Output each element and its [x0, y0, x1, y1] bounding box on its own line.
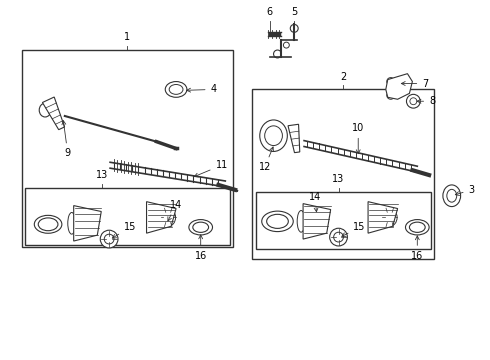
Text: 5: 5 — [291, 6, 297, 17]
Circle shape — [410, 98, 417, 105]
Ellipse shape — [267, 214, 288, 228]
Polygon shape — [288, 124, 300, 153]
Ellipse shape — [410, 222, 425, 232]
Text: 3: 3 — [455, 185, 475, 195]
Text: 16: 16 — [195, 235, 207, 261]
Text: 1: 1 — [124, 32, 130, 42]
Text: 16: 16 — [411, 236, 423, 261]
Circle shape — [100, 230, 118, 248]
Ellipse shape — [193, 222, 209, 232]
Polygon shape — [303, 204, 331, 239]
Text: 14: 14 — [309, 192, 321, 212]
Polygon shape — [368, 202, 397, 233]
Bar — [25, 188, 230, 245]
Ellipse shape — [262, 211, 293, 231]
Text: 13: 13 — [96, 170, 108, 180]
Text: 11: 11 — [194, 160, 228, 177]
Polygon shape — [386, 74, 413, 99]
Circle shape — [283, 42, 289, 48]
Circle shape — [104, 234, 114, 244]
Bar — [252, 89, 434, 259]
Ellipse shape — [406, 220, 429, 235]
Text: 13: 13 — [332, 174, 344, 184]
Polygon shape — [147, 202, 176, 233]
Text: 8: 8 — [417, 96, 435, 106]
Circle shape — [407, 94, 420, 108]
Circle shape — [387, 91, 394, 99]
Ellipse shape — [38, 218, 58, 231]
Bar — [256, 192, 431, 249]
Text: 15: 15 — [112, 222, 136, 238]
Circle shape — [387, 78, 394, 85]
Ellipse shape — [169, 85, 183, 94]
Ellipse shape — [447, 189, 457, 202]
Ellipse shape — [68, 212, 75, 234]
Ellipse shape — [189, 220, 213, 235]
Circle shape — [330, 228, 347, 246]
Polygon shape — [43, 97, 65, 130]
Ellipse shape — [297, 211, 305, 232]
Circle shape — [334, 232, 343, 242]
Ellipse shape — [260, 120, 287, 152]
Text: 7: 7 — [401, 78, 428, 89]
Ellipse shape — [34, 215, 62, 233]
Ellipse shape — [161, 208, 175, 226]
Ellipse shape — [39, 103, 51, 117]
Ellipse shape — [265, 126, 282, 145]
Text: 4: 4 — [187, 84, 217, 94]
Circle shape — [290, 24, 298, 32]
Ellipse shape — [165, 82, 187, 97]
Text: 10: 10 — [352, 123, 365, 154]
Text: 14: 14 — [168, 199, 182, 221]
Bar — [22, 50, 233, 247]
Text: 6: 6 — [267, 6, 272, 17]
Text: 15: 15 — [342, 222, 366, 237]
Polygon shape — [74, 206, 101, 241]
Ellipse shape — [443, 185, 461, 207]
Text: 2: 2 — [341, 72, 346, 82]
Text: 12: 12 — [259, 147, 273, 172]
Ellipse shape — [382, 208, 397, 226]
Circle shape — [273, 50, 281, 58]
Text: 9: 9 — [62, 121, 71, 158]
